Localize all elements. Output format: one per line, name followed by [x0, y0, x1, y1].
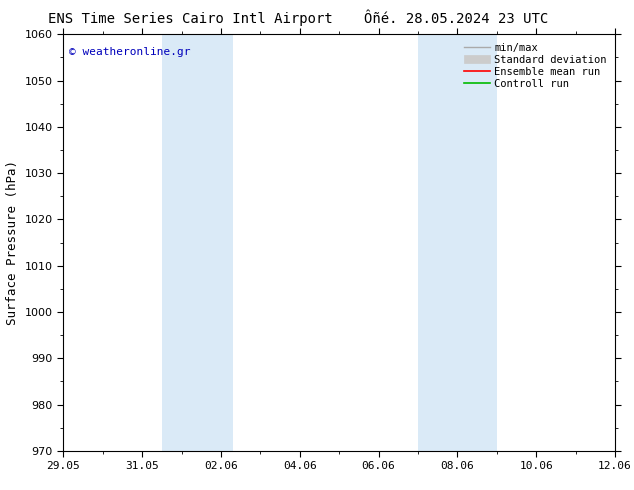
- Legend: min/max, Standard deviation, Ensemble mean run, Controll run: min/max, Standard deviation, Ensemble me…: [461, 40, 610, 92]
- Y-axis label: Surface Pressure (hPa): Surface Pressure (hPa): [6, 160, 19, 325]
- Text: ENS Time Series Cairo Intl Airport: ENS Time Series Cairo Intl Airport: [48, 12, 333, 26]
- Text: Ôñé. 28.05.2024 23 UTC: Ôñé. 28.05.2024 23 UTC: [365, 12, 548, 26]
- Bar: [162, 34, 233, 451]
- Bar: [418, 34, 497, 451]
- Text: © weatheronline.gr: © weatheronline.gr: [69, 47, 190, 57]
